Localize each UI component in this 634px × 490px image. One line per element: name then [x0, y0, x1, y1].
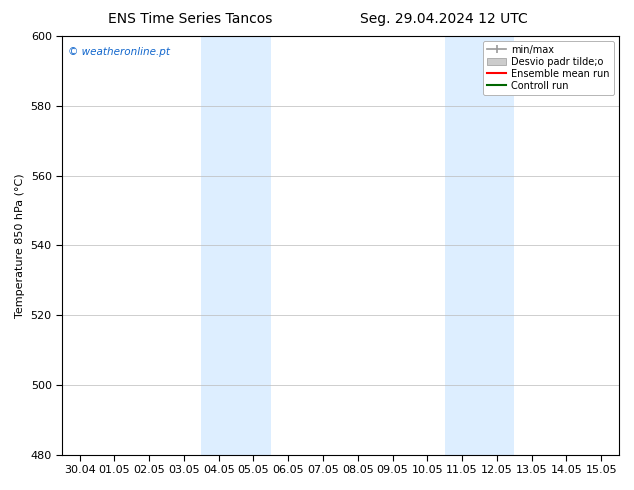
Text: Seg. 29.04.2024 12 UTC: Seg. 29.04.2024 12 UTC [360, 12, 527, 26]
Bar [444, 36, 514, 455]
Y-axis label: Temperature 850 hPa (°C): Temperature 850 hPa (°C) [15, 173, 25, 318]
Bar [202, 36, 271, 455]
Text: ENS Time Series Tancos: ENS Time Series Tancos [108, 12, 273, 26]
Text: © weatheronline.pt: © weatheronline.pt [68, 47, 170, 57]
Legend: min/max, Desvio padr tilde;o, Ensemble mean run, Controll run: min/max, Desvio padr tilde;o, Ensemble m… [483, 41, 614, 95]
